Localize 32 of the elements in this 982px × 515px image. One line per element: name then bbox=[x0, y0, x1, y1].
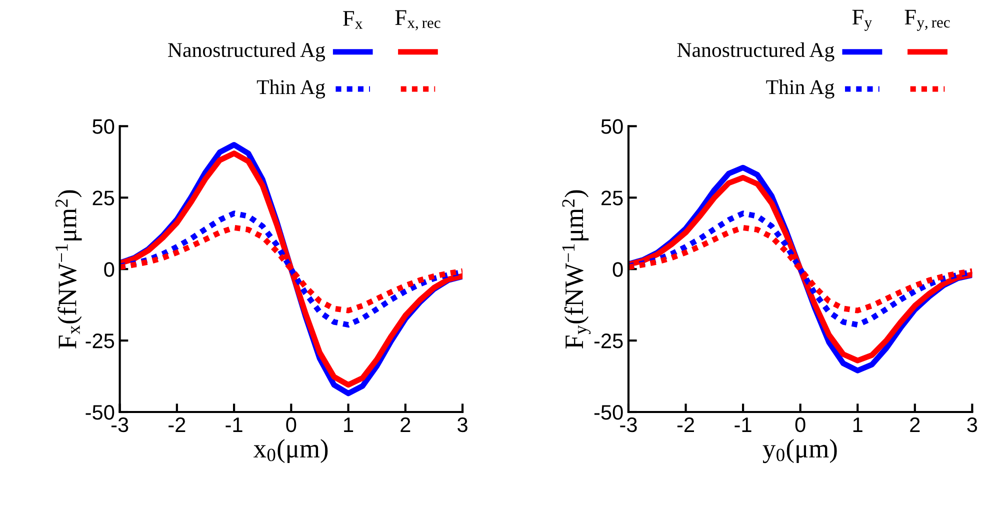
y-tick-label: 0 bbox=[104, 262, 114, 277]
text: F$_{x}$ bbox=[343, 11, 363, 29]
x-tick-label: -1 bbox=[226, 418, 242, 432]
x-tick-label: 2 bbox=[910, 417, 920, 432]
legend-label: Thin Ag bbox=[256, 80, 326, 98]
x-tick-label: 2 bbox=[400, 417, 410, 432]
y-tick-label: 25 bbox=[92, 190, 114, 206]
x-tick-label: -2 bbox=[677, 417, 694, 432]
legend-label: Thin Ag bbox=[766, 80, 834, 98]
x-tick-label: 3 bbox=[458, 417, 468, 432]
x-tick-label: 1 bbox=[853, 418, 862, 432]
y-tick-label: 50 bbox=[92, 119, 114, 134]
x-tick-label: -1 bbox=[734, 418, 752, 432]
text: F$_{y}$ bbox=[852, 10, 872, 31]
x-tick-label: 3 bbox=[967, 417, 978, 432]
legend-label: Nanostructured Ag bbox=[168, 42, 326, 62]
x-tick-label: 0 bbox=[286, 417, 296, 432]
x-axis-title: y$_{0}$(μm) bbox=[762, 439, 837, 464]
y-axis-title: F$_{x}$(fNW$^{−1}$μm$^{2}$) bbox=[55, 190, 82, 349]
x-axis-title: x$_{0}$(μm) bbox=[254, 439, 328, 464]
legend-label: Nanostructured Ag bbox=[677, 42, 834, 62]
y-axis-title: F$_{y}$(fNW$^{−1}$μm$^{2}$) bbox=[562, 190, 591, 349]
y-tick-label: -25 bbox=[86, 334, 114, 348]
x-tick-label: -2 bbox=[168, 417, 186, 432]
y-tick-label: 50 bbox=[601, 119, 623, 134]
text: F$_{y,rec}$ bbox=[904, 10, 950, 31]
y-tick-label: -25 bbox=[594, 334, 623, 348]
text: F$_{x,rec}$ bbox=[395, 10, 440, 30]
y-tick-label: 0 bbox=[612, 262, 623, 277]
x-tick-label: 1 bbox=[344, 418, 354, 432]
y-tick-label: 25 bbox=[601, 190, 623, 206]
x-tick-label: 0 bbox=[795, 417, 806, 432]
